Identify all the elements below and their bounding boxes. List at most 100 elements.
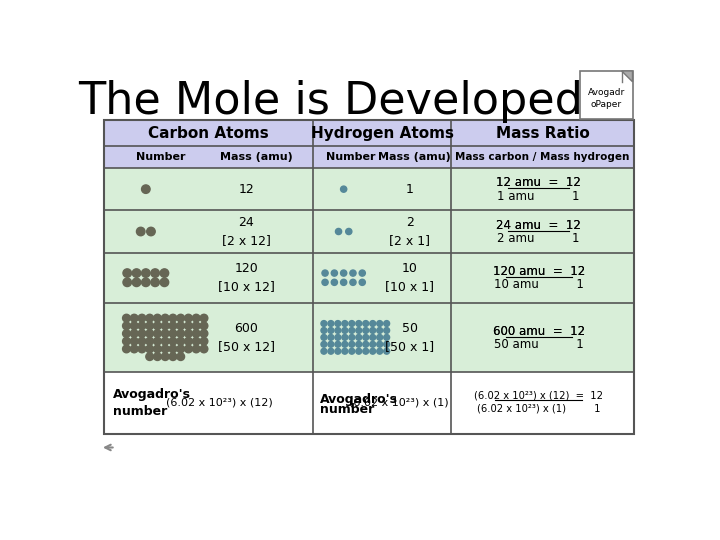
Circle shape: [122, 338, 130, 345]
Circle shape: [160, 278, 168, 287]
Circle shape: [122, 322, 130, 330]
Circle shape: [161, 314, 169, 322]
Circle shape: [169, 353, 177, 361]
Circle shape: [328, 321, 334, 327]
Text: 2 amu          1: 2 amu 1: [498, 232, 580, 245]
Circle shape: [192, 314, 200, 322]
Circle shape: [341, 270, 347, 276]
Text: 600
[50 x 12]: 600 [50 x 12]: [218, 322, 275, 353]
Circle shape: [384, 328, 390, 333]
Circle shape: [132, 269, 141, 278]
Circle shape: [153, 330, 161, 338]
Circle shape: [153, 322, 161, 330]
Text: Avogadro's
number: Avogadro's number: [113, 388, 192, 418]
Circle shape: [349, 348, 355, 354]
Circle shape: [151, 278, 159, 287]
Circle shape: [177, 345, 184, 353]
Circle shape: [370, 348, 376, 354]
Bar: [313, 146, 451, 168]
Circle shape: [177, 330, 184, 338]
Circle shape: [356, 321, 361, 327]
Bar: [104, 146, 313, 168]
Circle shape: [130, 322, 138, 330]
Text: (6.02 x 10²³) x (1)         1: (6.02 x 10²³) x (1) 1: [477, 404, 600, 414]
Circle shape: [184, 322, 192, 330]
Circle shape: [192, 322, 200, 330]
Circle shape: [192, 345, 200, 353]
Circle shape: [153, 314, 161, 322]
Circle shape: [349, 321, 355, 327]
Circle shape: [346, 228, 352, 234]
Circle shape: [200, 338, 208, 345]
Text: Mass (amu): Mass (amu): [220, 152, 293, 162]
Text: The Mole is Developed: The Mole is Developed: [78, 80, 582, 123]
Text: (6.02 x 10²³) x (1): (6.02 x 10²³) x (1): [349, 398, 449, 408]
Text: 12: 12: [238, 183, 254, 195]
Circle shape: [130, 338, 138, 345]
Text: Carbon Atoms: Carbon Atoms: [148, 126, 269, 141]
Circle shape: [146, 345, 153, 353]
Circle shape: [349, 341, 355, 347]
Circle shape: [161, 330, 169, 338]
Text: 24
[2 x 12]: 24 [2 x 12]: [222, 216, 271, 247]
Text: Mass Ratio: Mass Ratio: [496, 126, 590, 141]
Circle shape: [359, 270, 365, 276]
Circle shape: [153, 338, 161, 345]
Circle shape: [138, 345, 146, 353]
Circle shape: [328, 334, 334, 340]
Text: Mass carbon / Mass hydrogen: Mass carbon / Mass hydrogen: [456, 152, 630, 162]
Circle shape: [200, 314, 208, 322]
Circle shape: [160, 269, 168, 278]
Text: 12 amu  =  12: 12 amu = 12: [496, 177, 581, 190]
Circle shape: [192, 330, 200, 338]
Text: (6.02 x 10²³) x (12)  =  12: (6.02 x 10²³) x (12) = 12: [474, 390, 603, 400]
Circle shape: [335, 348, 341, 354]
Circle shape: [146, 314, 153, 322]
Text: Avogadro's: Avogadro's: [320, 393, 397, 406]
Circle shape: [130, 330, 138, 338]
Circle shape: [335, 321, 341, 327]
Circle shape: [138, 338, 146, 345]
Circle shape: [122, 314, 130, 322]
Bar: [104, 120, 634, 434]
Circle shape: [356, 334, 361, 340]
Circle shape: [370, 321, 376, 327]
Text: number: number: [320, 403, 374, 416]
Circle shape: [142, 185, 150, 193]
Text: Number: Number: [326, 152, 375, 162]
Circle shape: [321, 341, 327, 347]
Circle shape: [142, 278, 150, 287]
Circle shape: [169, 314, 177, 322]
Circle shape: [384, 348, 390, 354]
Text: Number: Number: [136, 152, 185, 162]
Bar: [104, 120, 634, 434]
Circle shape: [138, 314, 146, 322]
Circle shape: [177, 338, 184, 345]
Circle shape: [142, 269, 150, 278]
Circle shape: [200, 322, 208, 330]
Circle shape: [130, 345, 138, 353]
Circle shape: [350, 270, 356, 276]
Circle shape: [161, 322, 169, 330]
Circle shape: [363, 348, 369, 354]
Circle shape: [342, 328, 348, 333]
Text: 24 amu  =  12: 24 amu = 12: [496, 219, 581, 232]
Circle shape: [177, 322, 184, 330]
Circle shape: [184, 338, 192, 345]
Circle shape: [384, 321, 390, 327]
Polygon shape: [621, 71, 632, 82]
Circle shape: [328, 328, 334, 333]
Circle shape: [363, 341, 369, 347]
Bar: [580, 71, 632, 119]
Circle shape: [200, 345, 208, 353]
Circle shape: [153, 353, 161, 361]
Circle shape: [377, 334, 382, 340]
Circle shape: [370, 341, 376, 347]
Circle shape: [359, 279, 365, 286]
Text: 2
[2 x 1]: 2 [2 x 1]: [390, 216, 431, 247]
Circle shape: [177, 353, 184, 361]
Circle shape: [146, 330, 153, 338]
Circle shape: [331, 270, 338, 276]
Bar: [104, 120, 313, 146]
Circle shape: [130, 314, 138, 322]
